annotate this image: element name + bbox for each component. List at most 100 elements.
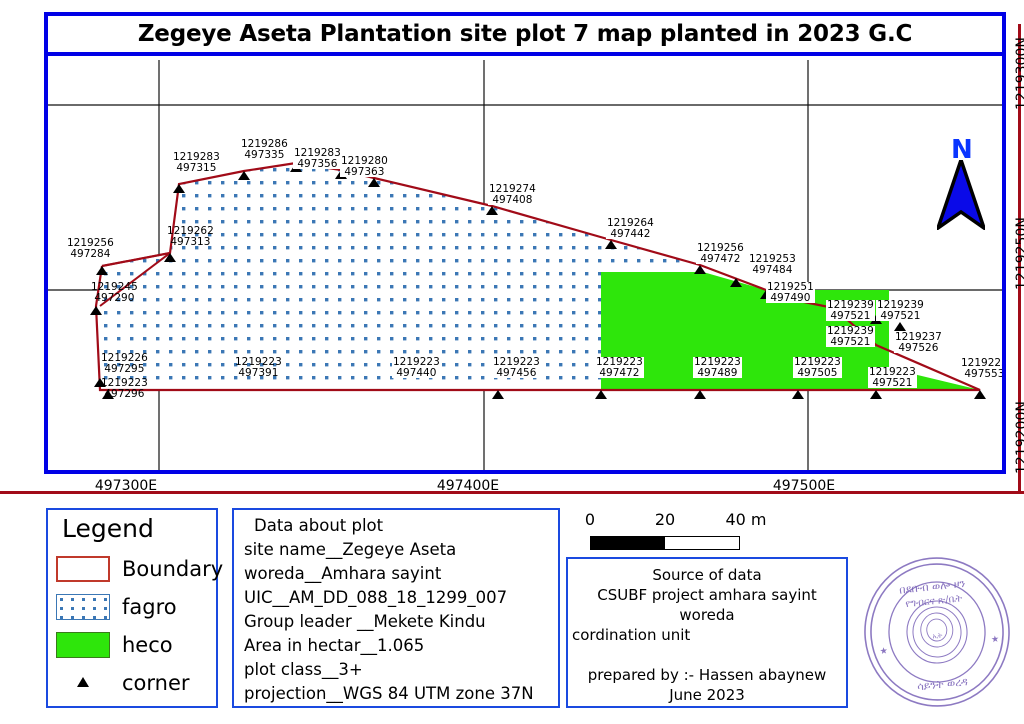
label-north: 1219223 (596, 356, 643, 368)
legend-item-heco[interactable]: heco (56, 630, 218, 660)
label-north: 1219223 (393, 356, 440, 368)
scale-tick-20: 20 (654, 510, 676, 529)
legend-item-label: Boundary (122, 557, 224, 581)
label-north: 1219239 (877, 299, 924, 311)
corner-label: 1219223 497505 (793, 357, 842, 378)
label-north: 1219226 (101, 352, 148, 364)
corner-label: 1219223 497391 (234, 357, 283, 378)
map-frame: Zegeye Aseta Plantation site plot 7 map … (44, 12, 1006, 474)
data-about-plot-panel: Data about plot site name__Zegeye Aseta … (232, 508, 560, 708)
corner-label: 1219286 497335 (240, 139, 289, 160)
x-axis-tick: 497300E (94, 478, 158, 494)
boundary-leader-2 (99, 252, 171, 307)
corner-label: 1219264 497442 (606, 218, 655, 239)
legend-item-label: fagro (122, 595, 177, 619)
label-north: 1219223 (961, 357, 1002, 369)
label-north: 1219223 (235, 356, 282, 368)
corner-label: 1219223 497521 (868, 367, 917, 388)
fagro-swatch-icon (56, 594, 110, 620)
legend-item-corner[interactable]: corner (56, 668, 218, 698)
label-north: 1219223 (869, 366, 916, 378)
label-east: 497408 (492, 193, 533, 206)
label-north: 1219264 (607, 217, 654, 229)
label-east: 497295 (104, 362, 145, 375)
label-north: 1219286 (241, 138, 288, 150)
label-north: 1219251 (767, 281, 814, 293)
corner-label: 1219251 497490 (766, 282, 815, 303)
svg-text:★: ★ (879, 646, 888, 657)
label-north: 1219256 (697, 242, 744, 254)
heco-swatch-icon (56, 632, 110, 658)
corner-label: 1219237 497526 (894, 332, 943, 353)
corner-label: 1219223 497456 (492, 357, 541, 378)
label-east: 497313 (170, 235, 211, 248)
label-east: 497521 (880, 309, 921, 322)
corner-label: 1219239 497521 (876, 300, 925, 321)
label-north: 1219239 (827, 325, 874, 337)
scale-bar: 0 20 40 m (570, 510, 820, 554)
svg-text:★: ★ (991, 635, 1000, 646)
label-north: 1219223 (794, 356, 841, 368)
label-north: 1219223 (694, 356, 741, 368)
label-east: 497521 (830, 335, 871, 348)
data-line-projection: projection__WGS 84 UTM zone 37N (244, 684, 534, 703)
label-east: 497505 (797, 366, 838, 379)
svg-text:ኢት: ኢት (932, 631, 943, 640)
corner-label: 1219223 497489 (693, 357, 742, 378)
prepared-by: prepared by :- Hassen abaynew (587, 666, 827, 684)
legend-item-fagro[interactable]: fagro (56, 592, 218, 622)
label-north: 1219239 (827, 299, 874, 311)
label-east: 497521 (872, 376, 913, 389)
map-canvas[interactable]: 1219256 497284 1219283 497315 1219286 49… (48, 60, 1002, 470)
north-label: N (951, 135, 973, 165)
data-line-uic: UIC__AM_DD_088_18_1299_007 (244, 588, 508, 607)
legend-item-boundary[interactable]: Boundary (56, 554, 223, 584)
label-east: 497472 (700, 252, 741, 265)
corner-label: 1219253 497484 (748, 254, 797, 275)
corner-label: 1219226 497295 (100, 353, 149, 374)
y-axis-tick: 1219200N (1014, 401, 1024, 474)
corner-label: 1219239 497521 (826, 326, 875, 347)
label-east: 497526 (898, 341, 939, 354)
source-of-data-panel: Source of data CSUBF project amhara sayi… (566, 557, 848, 708)
corner-label: 1219223 497296 (100, 378, 149, 399)
boundary-leader-1 (101, 252, 171, 267)
label-east: 497484 (752, 263, 793, 276)
corner-label: 1219223 497440 (392, 357, 441, 378)
corner-label: 1219256 497472 (696, 243, 745, 264)
y-axis-tick: 1219300N (1014, 37, 1024, 110)
corner-label: 1219283 497356 (293, 148, 342, 169)
scale-tick-0: 0 (584, 510, 596, 529)
label-north: 1219253 (749, 253, 796, 265)
data-line-group-leader: Group leader __Mekete Kindu (244, 612, 486, 631)
prepared-date: June 2023 (669, 686, 745, 704)
label-east: 497553 (964, 367, 1002, 380)
legend-item-label: corner (122, 671, 190, 695)
corner-label: 1219274 497408 (488, 184, 537, 205)
legend-title: Legend (62, 514, 154, 543)
label-east: 497335 (244, 148, 285, 161)
corner-triangle-icon (56, 675, 110, 692)
data-panel-heading: Data about plot (254, 516, 384, 535)
label-east: 497442 (610, 227, 651, 240)
label-north: 1219223 (101, 377, 148, 389)
data-line-site-name: site name__Zegeye Aseta (244, 540, 457, 559)
map-graphics (48, 60, 1002, 470)
page-title: Zegeye Aseta Plantation site plot 7 map … (137, 21, 913, 47)
corner-label: 1219245 497290 (90, 282, 139, 303)
scale-bar-graphic (590, 536, 740, 550)
label-east: 497521 (830, 309, 871, 322)
legend-item-label: heco (122, 633, 173, 657)
data-line-plot-class: plot class__3+ (244, 660, 363, 679)
label-north: 1219280 (341, 155, 388, 167)
corner-label: 1219239 497521 (826, 300, 875, 321)
corner-label: 1219256 497284 (66, 238, 115, 259)
fagro-polygon (96, 163, 703, 390)
label-north: 1219237 (895, 331, 942, 343)
y-axis-tick: 1219250N (1014, 217, 1024, 290)
label-east: 497489 (697, 366, 738, 379)
source-line-1: CSUBF project amhara sayint woreda (597, 586, 817, 624)
label-north: 1219283 (173, 151, 220, 163)
label-north: 1219274 (489, 183, 536, 195)
corner-label: 1219223 497472 (595, 357, 644, 378)
